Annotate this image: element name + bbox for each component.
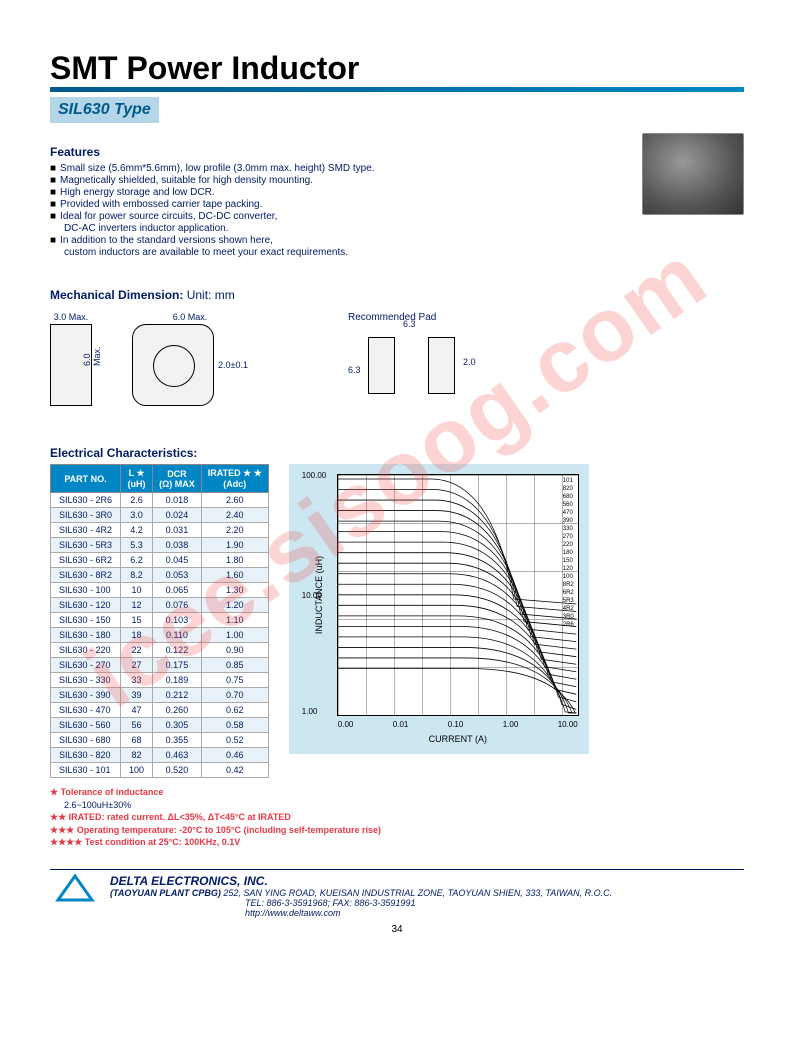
- table-column-header: IRATED ★ ★(Adc): [201, 465, 268, 493]
- feature-list: Small size (5.6mm*5.6mm), low profile (3…: [50, 163, 612, 258]
- footer: DELTA ELECTRONICS, INC. (TAOYUAN PLANT C…: [50, 869, 744, 918]
- product-image: [642, 133, 744, 215]
- mechanical-header: Mechanical Dimension: Unit: mm: [50, 288, 744, 302]
- table-row: SIL630 - 560560.3050.58: [51, 718, 269, 733]
- table-row: SIL630 - 4R24.20.0312.20: [51, 523, 269, 538]
- table-column-header: PART NO.: [51, 465, 121, 493]
- table-row: SIL630 - 220220.1220.90: [51, 643, 269, 658]
- inductance-chart: 1018206805604703903302702201801501201008…: [289, 464, 589, 754]
- electrical-header: Electrical Characteristics:: [50, 446, 744, 460]
- table-row: SIL630 - 100100.0651.30: [51, 583, 269, 598]
- table-row: SIL630 - 3R03.00.0242.40: [51, 508, 269, 523]
- table-row: SIL630 - 470470.2600.62: [51, 703, 269, 718]
- table-column-header: DCR(Ω) MAX: [153, 465, 202, 493]
- table-row: SIL630 - 2R62.60.0182.60: [51, 493, 269, 508]
- table-row: SIL630 - 150150.1031.10: [51, 613, 269, 628]
- table-row: SIL630 - 8R28.20.0531.60: [51, 568, 269, 583]
- feature-item: Provided with embossed carrier tape pack…: [50, 199, 612, 210]
- feature-item-sub: custom inductors are available to meet y…: [64, 247, 612, 258]
- table-row: SIL630 - 6R26.20.0451.80: [51, 553, 269, 568]
- feature-item-sub: DC-AC inverters inductor application.: [64, 223, 612, 234]
- table-row: SIL630 - 820820.4630.46: [51, 748, 269, 763]
- subtitle: SIL630 Type: [50, 97, 159, 123]
- table-row: SIL630 - 180180.1101.00: [51, 628, 269, 643]
- table-column-header: L ★(uH): [121, 465, 153, 493]
- feature-item: In addition to the standard versions sho…: [50, 235, 612, 246]
- feature-item: Small size (5.6mm*5.6mm), low profile (3…: [50, 163, 612, 174]
- feature-item: Ideal for power source circuits, DC-DC c…: [50, 211, 612, 222]
- table-row: SIL630 - 330330.1890.75: [51, 673, 269, 688]
- delta-logo-icon: [50, 874, 100, 904]
- mechanical-diagrams: 3.0 Max. 6.0 Max. 2.0±0.1 6.0 Max. Recom…: [50, 312, 744, 426]
- features-header: Features: [50, 145, 612, 159]
- feature-item: Magnetically shielded, suitable for high…: [50, 175, 612, 186]
- title-underline: [50, 87, 744, 92]
- table-row: SIL630 - 390390.2120.70: [51, 688, 269, 703]
- table-row: SIL630 - 1011000.5200.42: [51, 763, 269, 778]
- table-row: SIL630 - 270270.1750.85: [51, 658, 269, 673]
- company-name: DELTA ELECTRONICS, INC.: [110, 874, 612, 888]
- footnotes: ★ Tolerance of inductance 2.6~100uH±30% …: [50, 786, 744, 849]
- table-row: SIL630 - 680680.3550.52: [51, 733, 269, 748]
- page-number: 34: [50, 924, 744, 935]
- table-row: SIL630 - 5R35.30.0381.90: [51, 538, 269, 553]
- feature-item: High energy storage and low DCR.: [50, 187, 612, 198]
- table-row: SIL630 - 120120.0761.20: [51, 598, 269, 613]
- spec-table: PART NO.L ★(uH)DCR(Ω) MAXIRATED ★ ★(Adc)…: [50, 464, 269, 778]
- page-title: SMT Power Inductor: [50, 50, 744, 87]
